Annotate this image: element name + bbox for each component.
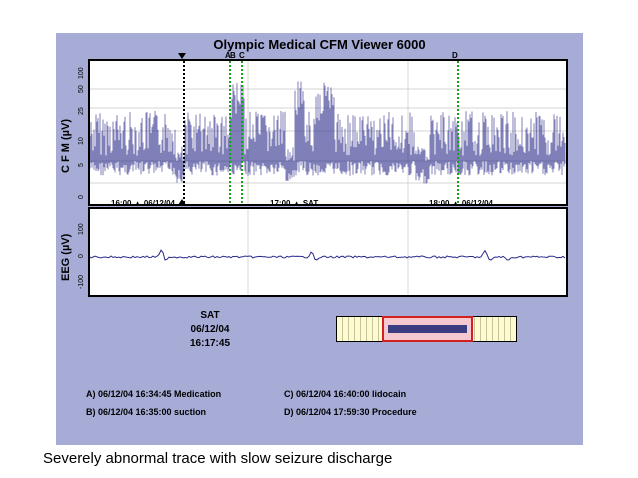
- cfm-ytick: 5: [78, 163, 85, 167]
- marker-d-label[interactable]: D: [452, 51, 458, 60]
- annotation-d: D) 06/12/04 17:59:30 Procedure: [284, 407, 417, 417]
- cfm-xlabel: 18:00 ▲ 06/12/04: [429, 199, 493, 208]
- cfm-ytick: 0: [78, 195, 85, 199]
- cfm-trace-svg: [89, 61, 566, 204]
- eeg-trace: [89, 249, 566, 261]
- eeg-axis-label: EEG (µV): [60, 233, 72, 281]
- cfm-ytick: 10: [78, 137, 85, 145]
- cursor-time: 16:17:45: [189, 338, 231, 349]
- marker-c-label[interactable]: C: [239, 51, 245, 60]
- viewer-panel: Olympic Medical CFM Viewer 6000 A B C D …: [56, 33, 583, 445]
- eeg-plot[interactable]: [88, 207, 568, 297]
- eeg-ytick: 100: [78, 223, 85, 235]
- annotation-b: B) 06/12/04 16:35:00 suction: [86, 407, 207, 417]
- navigator-window[interactable]: [382, 316, 473, 342]
- app-title: Olympic Medical CFM Viewer 6000: [213, 37, 426, 52]
- cfm-xlabel: 16:00 ▲ 06/12/04: [111, 199, 175, 208]
- annotation-a: A) 06/12/04 16:34:45 Medication: [86, 389, 222, 399]
- slide-caption: Severely abnormal trace with slow seizur…: [43, 450, 393, 467]
- eeg-trace-svg: [89, 209, 566, 295]
- timeline-navigator[interactable]: [336, 316, 517, 342]
- cursor-bottom-triangle-icon[interactable]: [178, 199, 186, 205]
- eeg-ytick: 0: [78, 254, 85, 258]
- cfm-ytick: 25: [78, 107, 85, 115]
- cfm-ytick: 100: [78, 67, 85, 79]
- annotation-c: C) 06/12/04 16:40:00 lidocain: [284, 389, 407, 399]
- cursor-top-triangle-icon[interactable]: [178, 53, 186, 59]
- cfm-axis-label: C F M (µV): [60, 119, 72, 173]
- cursor-timestamp: SAT 06/12/04 16:17:45: [180, 309, 240, 351]
- marker-a-label[interactable]: A: [225, 51, 231, 60]
- marker-b-label[interactable]: B: [230, 51, 236, 60]
- cursor-day: SAT: [200, 310, 220, 321]
- cfm-plot[interactable]: [88, 59, 568, 206]
- cfm-ytick: 50: [78, 85, 85, 93]
- cursor-date: 06/12/04: [190, 324, 230, 335]
- cfm-trace: [89, 81, 566, 184]
- navigator-window-bar[interactable]: [388, 325, 467, 333]
- eeg-ytick: -100: [78, 274, 85, 289]
- cfm-xlabel: 17:00 ▲ SAT: [270, 199, 319, 208]
